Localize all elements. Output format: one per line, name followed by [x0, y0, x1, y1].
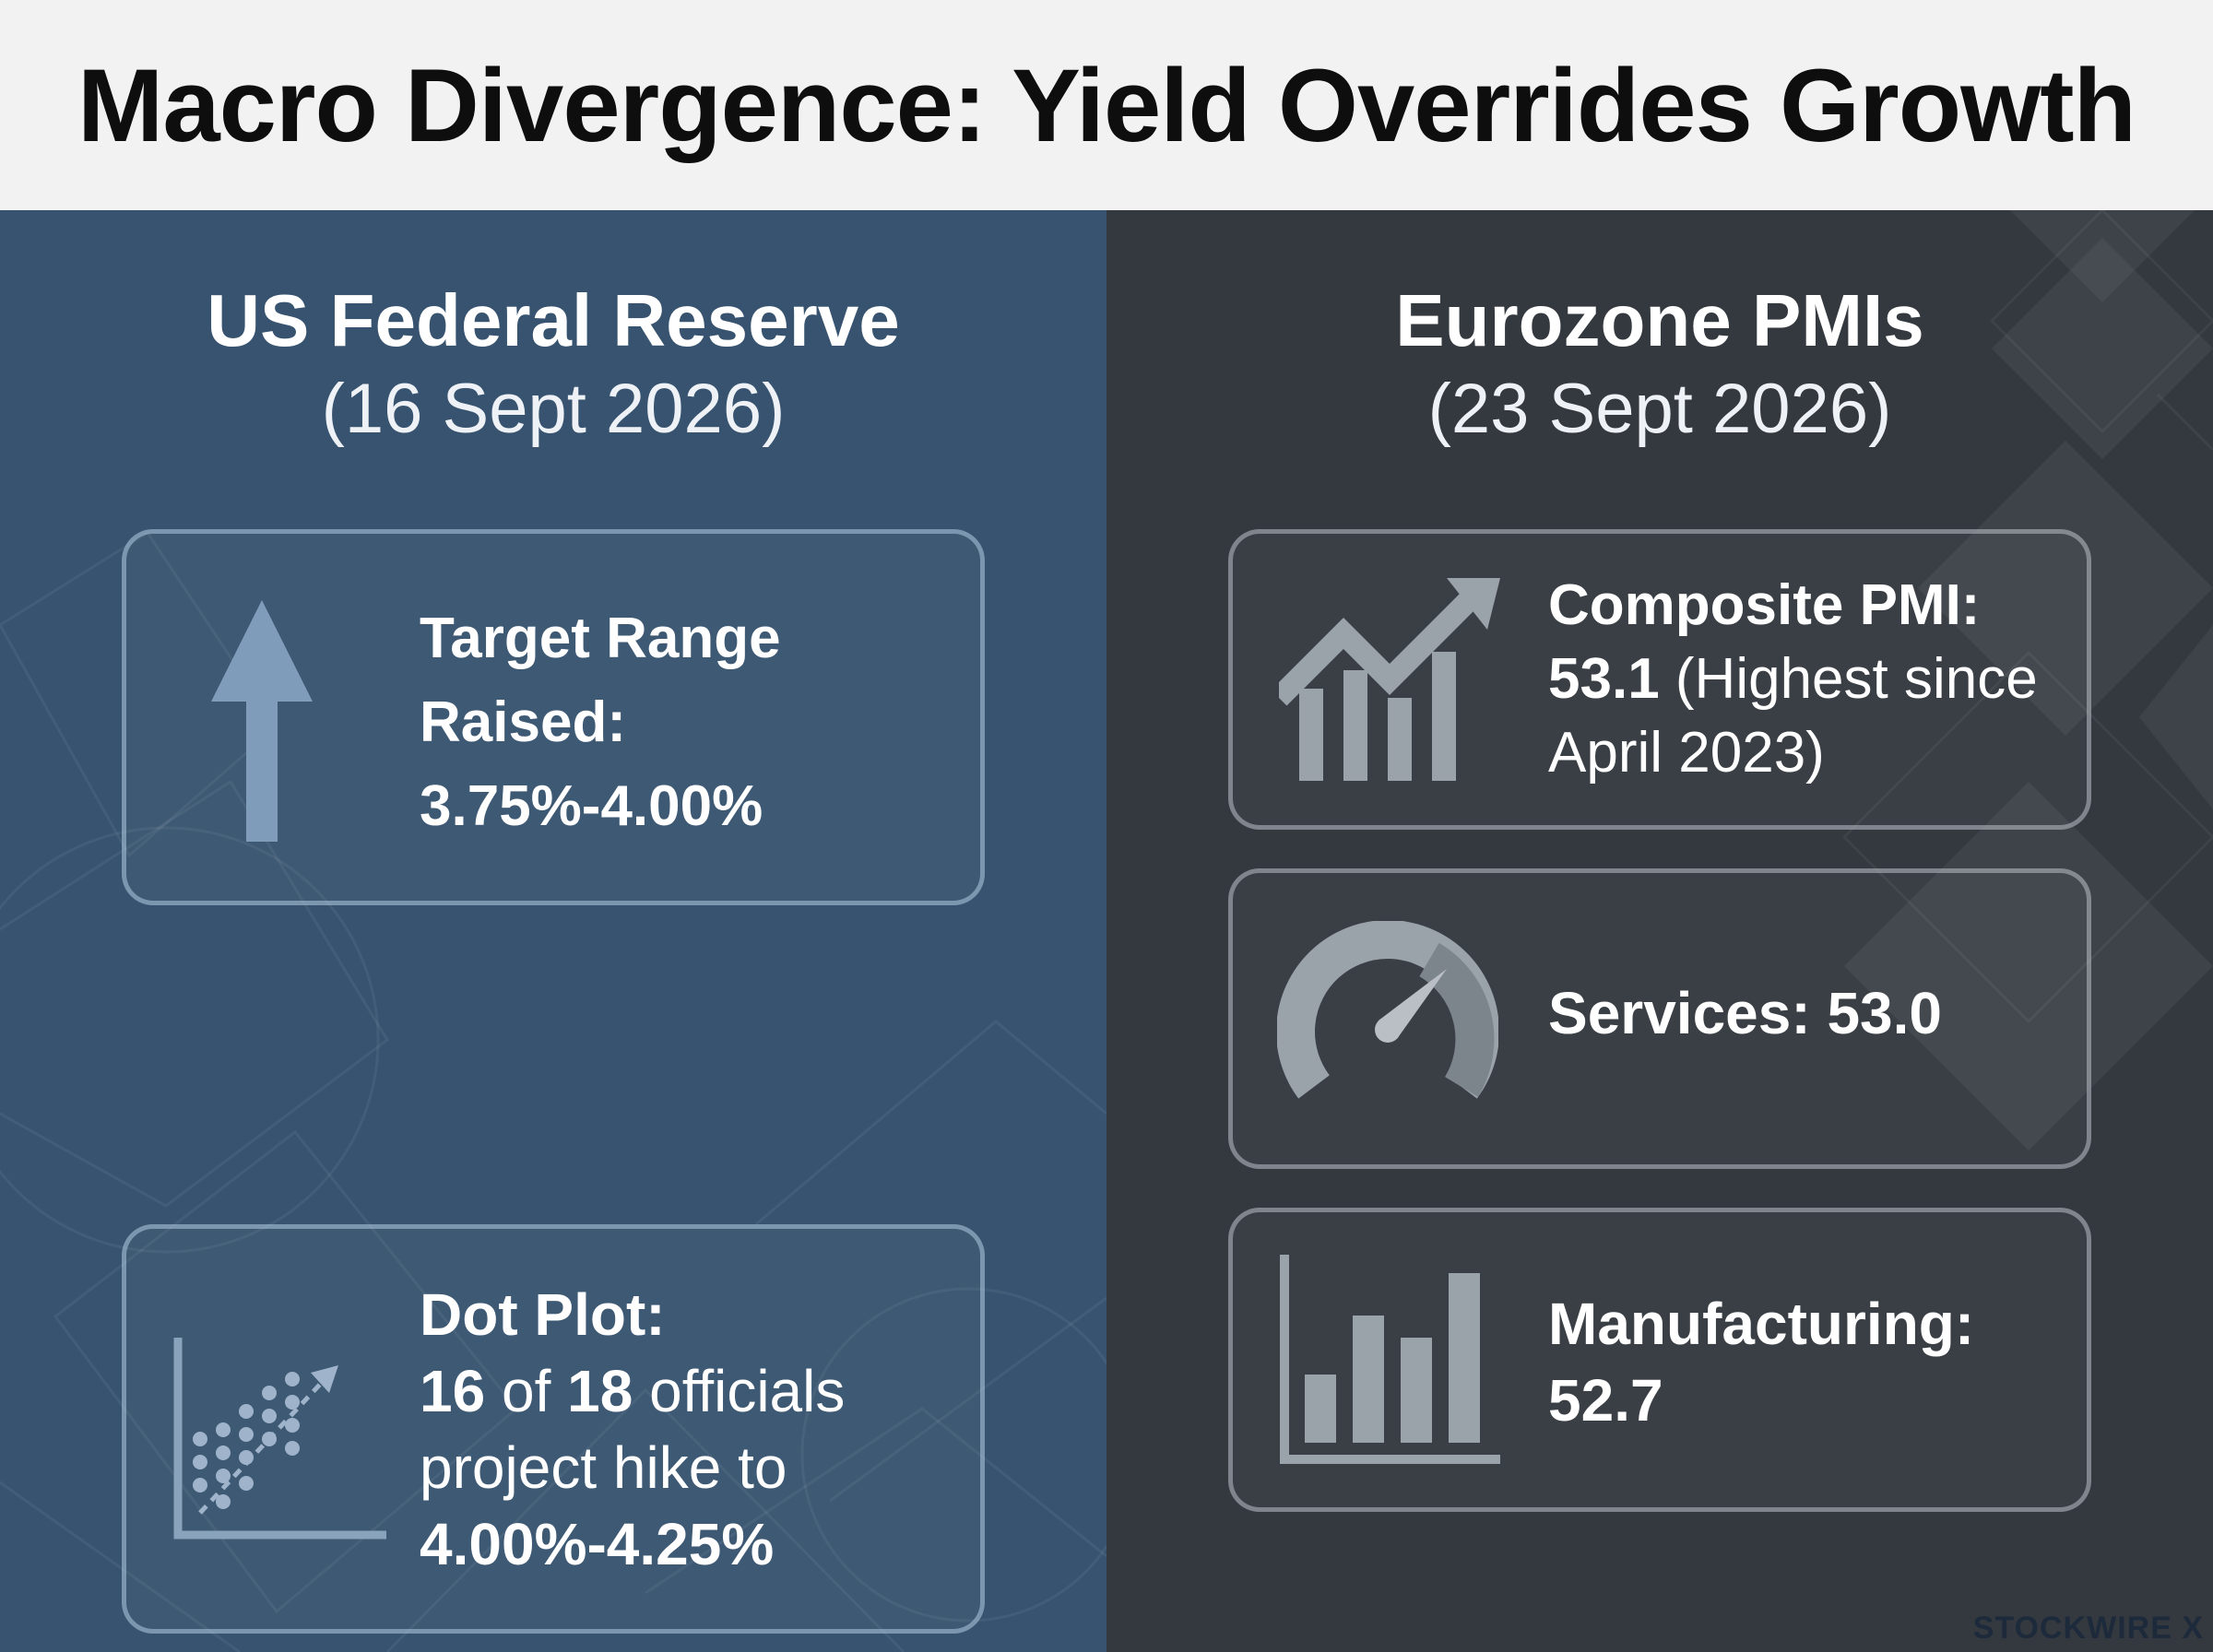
- dot-plot-total: 18: [567, 1358, 633, 1424]
- dot-plot-officials: officials: [633, 1358, 846, 1424]
- dot-plot-icon: [173, 1338, 386, 1540]
- target-range-line2: Raised:: [420, 690, 626, 754]
- eu-panel-date: (23 Sept 2026): [1427, 370, 1892, 448]
- dot-plot-of: of: [485, 1358, 568, 1424]
- services-pmi-text: Services: 53.0: [1548, 976, 1942, 1050]
- dot-plot-card: Dot Plot: 16 of 18 officials project hik…: [122, 1224, 985, 1634]
- trend-chart-icon: [1279, 578, 1500, 781]
- main-title: Macro Divergence: Yield Overrides Growth: [77, 47, 2136, 163]
- composite-pmi-value-line: 53.1 (Highest since: [1548, 643, 2038, 716]
- manufacturing-pmi-text: Manufacturing: 52.7: [1548, 1286, 1974, 1439]
- eurozone-panel: Eurozone PMIs (23 Sept 2026) Composite P…: [1106, 210, 2213, 1652]
- composite-pmi-text: Composite PMI: 53.1 (Highest since April…: [1548, 569, 2038, 790]
- services-pmi-card: Services: 53.0: [1228, 868, 2091, 1169]
- target-range-line1: Target Range: [420, 607, 781, 670]
- dot-plot-line3: project hike to: [420, 1434, 787, 1501]
- dot-plot-count: 16: [420, 1358, 486, 1424]
- background-pattern: [1841, 210, 2213, 1150]
- dot-plot-value: 4.00%-4.25%: [420, 1511, 775, 1577]
- gauge-icon: [1277, 921, 1498, 1099]
- composite-pmi-card: Composite PMI: 53.1 (Highest since April…: [1228, 529, 2091, 830]
- target-range-text: Target Range Raised: 3.75%-4.00%: [420, 596, 781, 848]
- manufacturing-pmi-card: Manufacturing: 52.7: [1228, 1208, 2091, 1512]
- services-pmi-label: Services: 53.0: [1548, 980, 1942, 1046]
- us-fed-panel: US Federal Reserve (16 Sept 2026) Target…: [0, 210, 1106, 1652]
- composite-pmi-note: (Highest since: [1659, 647, 2038, 711]
- bar-chart-icon: [1280, 1255, 1500, 1464]
- manufacturing-pmi-value: 52.7: [1548, 1367, 1663, 1434]
- target-range-value: 3.75%-4.00%: [420, 774, 763, 838]
- arrow-up-icon: [211, 600, 313, 842]
- dot-plot-text: Dot Plot: 16 of 18 officials project hik…: [420, 1277, 845, 1583]
- eu-panel-title: Eurozone PMIs: [1395, 279, 1924, 361]
- composite-pmi-value: 53.1: [1548, 647, 1660, 711]
- manufacturing-pmi-label: Manufacturing:: [1548, 1291, 1975, 1357]
- composite-pmi-label: Composite PMI:: [1548, 573, 1981, 637]
- header: Macro Divergence: Yield Overrides Growth: [0, 0, 2213, 210]
- brand-logo: STOCKWIRE X: [1972, 1611, 2204, 1646]
- dot-plot-officials-line: 16 of 18 officials: [420, 1353, 845, 1430]
- dot-plot-heading: Dot Plot:: [420, 1281, 666, 1348]
- target-range-card: Target Range Raised: 3.75%-4.00%: [122, 529, 985, 905]
- us-panel-date: (16 Sept 2026): [321, 370, 786, 448]
- us-panel-title: US Federal Reserve: [207, 279, 900, 361]
- composite-pmi-note-date: April 2023): [1548, 721, 1825, 785]
